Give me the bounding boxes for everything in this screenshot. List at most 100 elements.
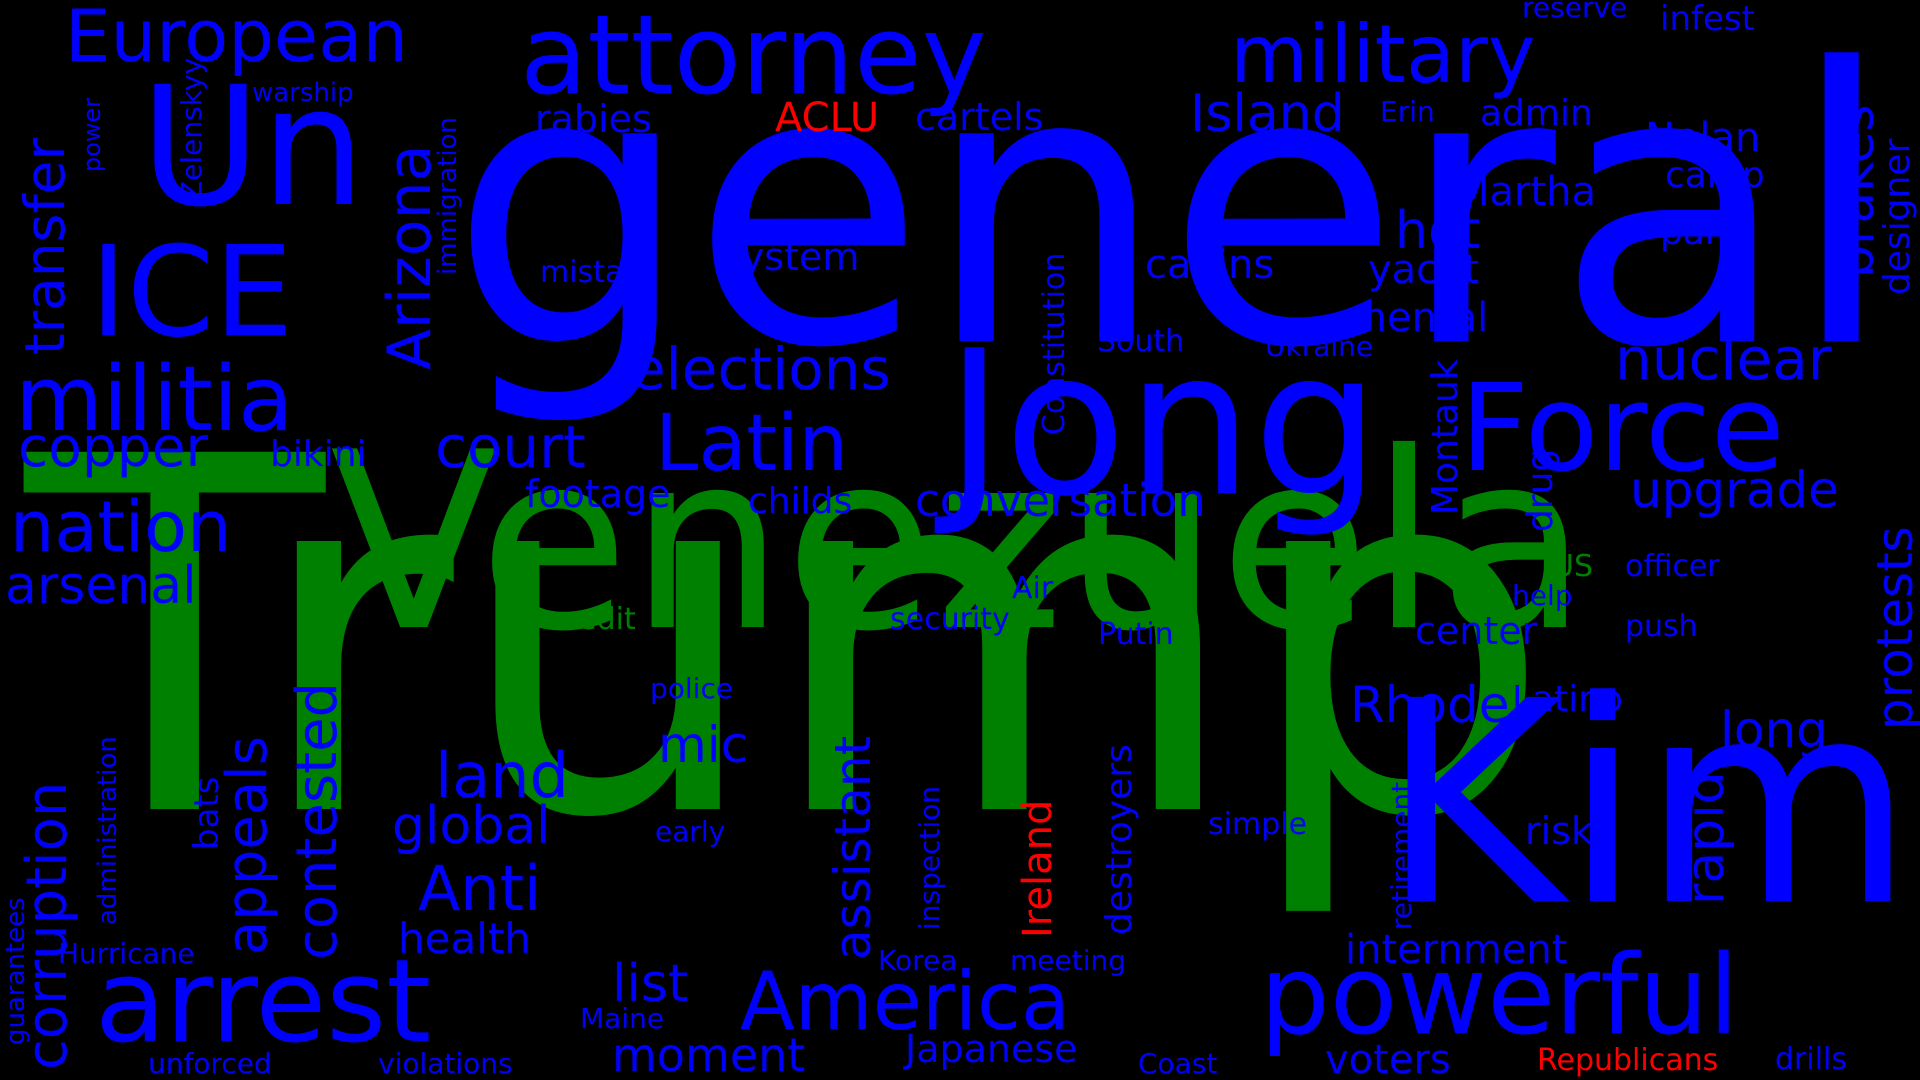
word-montauk: Montauk [1425, 359, 1466, 515]
word-us: US [1552, 549, 1594, 584]
word-health: health [398, 914, 531, 963]
word-credit: credit [550, 602, 636, 637]
word-rabies: rabies [535, 97, 652, 141]
word-park: park [1660, 212, 1741, 253]
word-venezuela: Venezuela [330, 400, 1589, 685]
word-elections: elections [630, 335, 891, 403]
word-force: Force [1460, 360, 1785, 499]
word-global: global [392, 796, 551, 856]
word-upgrade: upgrade [1630, 461, 1839, 519]
word-copper: copper [18, 415, 209, 479]
word-system: system [722, 235, 860, 279]
word-push: push [1625, 609, 1698, 644]
word-korea: Korea [878, 944, 958, 977]
word-transfer: transfer [13, 137, 77, 355]
word-early: early [655, 815, 726, 848]
word-latin: Latin [655, 399, 848, 489]
word-brakes: brakes [1826, 104, 1886, 278]
word-trump: Trump [25, 354, 1553, 925]
word-nuclear: nuclear [1615, 325, 1832, 393]
word-zelenskyy: Zelenskyy [175, 57, 208, 200]
word-voters: voters [1325, 1037, 1451, 1080]
word-court: court [435, 413, 586, 481]
word-camp: camp [1665, 155, 1765, 196]
word-assistant: assistant [824, 735, 882, 960]
word-security: security [890, 602, 1010, 637]
word-rhode: Rhode [1350, 676, 1510, 734]
word-admin: admin [1480, 93, 1593, 134]
word-inspection: inspection [913, 785, 946, 930]
word-moment: moment [612, 1028, 806, 1080]
word-destroyers: destroyers [1099, 744, 1140, 935]
word-republicans: Republicans [1537, 1043, 1719, 1078]
word-nolan: Nolan [1645, 115, 1761, 161]
word-power: power [78, 97, 106, 172]
word-america: America [740, 955, 1070, 1048]
word-general: general [450, 0, 1895, 431]
word-immigration: immigration [433, 116, 463, 275]
word-drug: drug [1520, 448, 1561, 532]
word-reserve: reserve [1522, 0, 1628, 24]
word-bats: bats [187, 776, 227, 850]
word-rapid: rapid [1676, 771, 1736, 905]
word-constitution: Constitution [1037, 252, 1072, 435]
word-hot: hot [1395, 201, 1481, 261]
word-nation: nation [10, 486, 232, 568]
word-designer: designer [1877, 138, 1918, 295]
word-mental: mental [1348, 295, 1489, 341]
word-arsenal: arsenal [5, 556, 197, 616]
word-maine: Maine [580, 1002, 665, 1035]
word-aclu: ACLU [775, 95, 880, 141]
word-appeals: appeals [215, 736, 280, 955]
word-mistake: mistake [540, 255, 659, 290]
word-bikini: bikini [270, 434, 367, 475]
word-putin: Putin [1098, 617, 1174, 652]
word-internment: internment [1345, 927, 1568, 973]
word-long: long [1720, 701, 1828, 759]
word-simple: simple [1208, 807, 1308, 842]
word-drills: drills [1775, 1042, 1848, 1077]
word-land: land [435, 739, 569, 812]
word-martha: Martha [1455, 169, 1597, 215]
word-cabins: cabins [1145, 242, 1275, 288]
word-jong: Jong [945, 308, 1381, 541]
word-military: military [1230, 8, 1536, 101]
word-east: East [630, 175, 660, 232]
word-hurricane: Hurricane [58, 937, 195, 970]
word-european: European [65, 0, 408, 78]
word-yacht: yacht [1368, 247, 1480, 293]
word-officer: officer [1625, 549, 1720, 584]
word-guarantees: guarantees [1, 897, 31, 1045]
word-air: Air [1012, 571, 1054, 606]
word-attorney: attorney [520, 0, 987, 119]
word-police: police [650, 672, 734, 705]
word-risk: risk [1525, 809, 1593, 853]
word-powerful: powerful [1260, 931, 1739, 1059]
word-island: Island [1190, 84, 1345, 144]
word-kim: Kim [1380, 642, 1915, 968]
word-coast: Coast [1138, 1047, 1218, 1080]
word-mic: mic [658, 716, 749, 774]
word-japanese: Japanese [905, 1027, 1078, 1071]
word-protests: protests [1866, 526, 1920, 730]
word-ireland: Ireland [1015, 799, 1061, 938]
word-list: list [612, 954, 689, 1014]
word-footage: footage [525, 472, 671, 516]
word-ice: ICE [90, 220, 294, 365]
word-help: help [1512, 579, 1573, 612]
word-arrest: arrest [95, 935, 432, 1069]
word-conversation: conversation [915, 474, 1206, 527]
word-violations: violations [378, 1047, 513, 1080]
word-erin: Erin [1380, 95, 1435, 128]
word-ukraine: Ukraine [1265, 330, 1374, 363]
word-anti: Anti [418, 852, 542, 925]
word-infest: infest [1660, 0, 1755, 39]
word-unforced: unforced [148, 1047, 272, 1080]
word-administration: administration [93, 736, 123, 925]
word-meeting: meeting [1010, 944, 1127, 977]
word-childs: childs [748, 481, 853, 522]
word-warship: warship [252, 78, 354, 108]
word-south: South [1097, 324, 1185, 359]
word-center: center [1415, 609, 1538, 653]
